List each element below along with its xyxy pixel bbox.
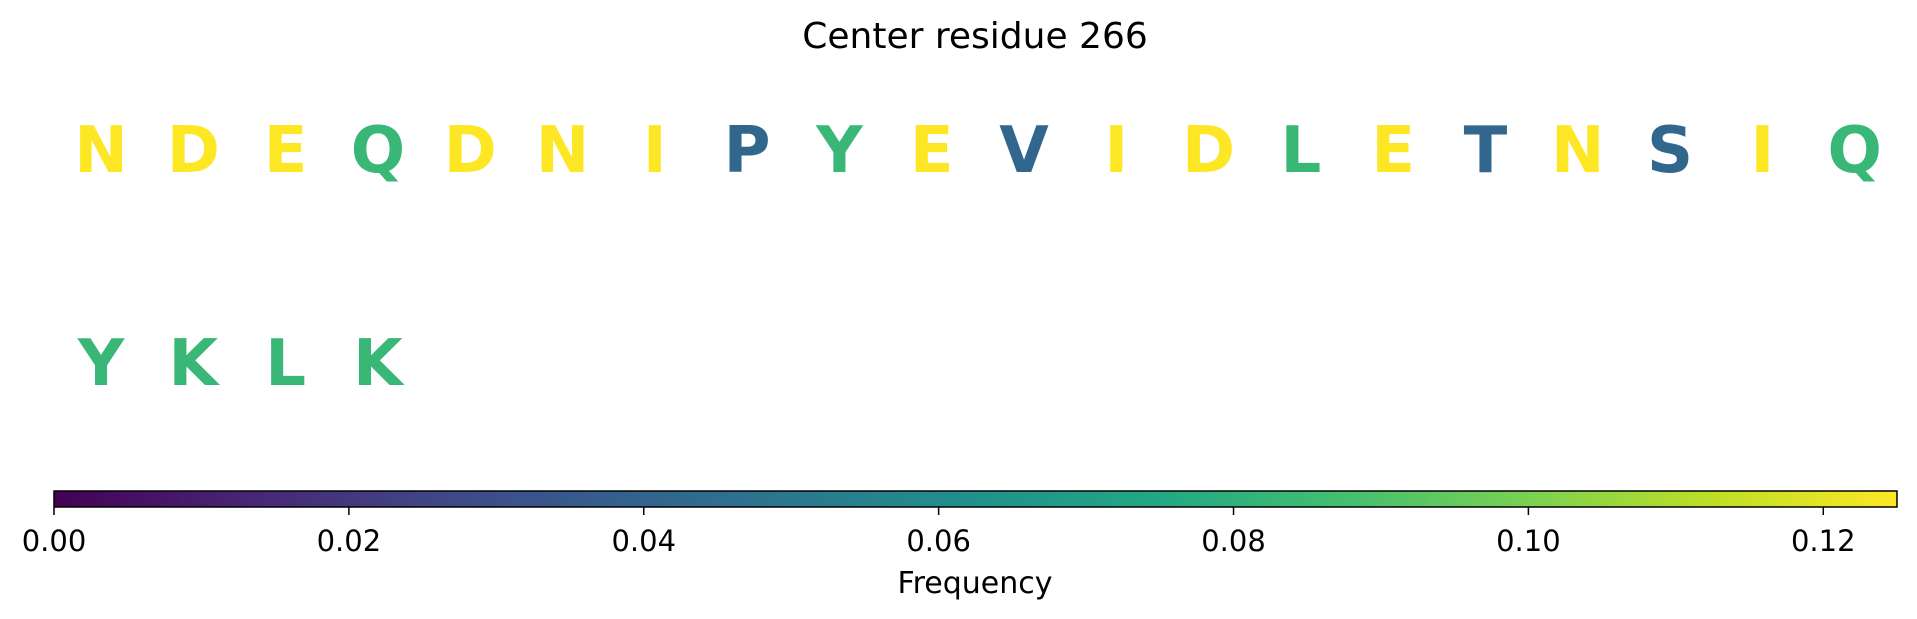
colorbar-label: Frequency	[898, 566, 1053, 601]
residue-letter: P	[724, 114, 771, 188]
residue-letter: K	[169, 327, 221, 401]
colorbar-tick-label: 0.02	[317, 524, 382, 558]
colorbar-tick-label: 0.10	[1496, 524, 1561, 558]
residue-letter: D	[167, 114, 220, 188]
residue-letter: I	[1104, 114, 1128, 188]
colorbar-tick-label: 0.04	[611, 524, 676, 558]
residue-letter: N	[74, 114, 128, 188]
residue-letter: Q	[1827, 114, 1881, 188]
residue-letter: D	[444, 114, 497, 188]
residue-letter: I	[643, 114, 667, 188]
residue-letter: K	[353, 327, 405, 401]
colorbar-tick-label: 0.00	[22, 524, 87, 558]
colorbar-tick-label: 0.06	[906, 524, 971, 558]
residue-letter: T	[1464, 114, 1508, 188]
residue-letter: N	[536, 114, 590, 188]
residue-letter: E	[264, 114, 308, 188]
residue-letter: S	[1647, 114, 1693, 188]
chart-title: Center residue 266	[802, 16, 1148, 57]
residue-letter: N	[1551, 114, 1605, 188]
residue-letter: Q	[351, 114, 405, 188]
colorbar-tick-label: 0.08	[1201, 524, 1266, 558]
residue-letter: V	[999, 114, 1049, 188]
colorbar-tick-label: 0.12	[1791, 524, 1856, 558]
residue-letter: L	[265, 327, 306, 401]
colorbar-gradient	[53, 490, 1898, 508]
residue-letter: I	[1750, 114, 1774, 188]
residue-letter: L	[1281, 114, 1322, 188]
colorbar: 0.00 0.02 0.04 0.06 0.08 0.10 0.12 Frequency	[22, 490, 1898, 601]
residue-grid: N D E Q D N I P Y E V I D L E T N S I QY K L K	[74, 114, 1882, 401]
residue-letter: Y	[815, 114, 863, 188]
residue-letter: E	[1371, 114, 1415, 188]
colorbar-ticks: 0.00 0.02 0.04 0.06 0.08 0.10 0.12	[22, 507, 1856, 558]
residue-letter: E	[910, 114, 954, 188]
residue-letter: D	[1182, 114, 1235, 188]
residue-letter: Y	[77, 327, 125, 401]
